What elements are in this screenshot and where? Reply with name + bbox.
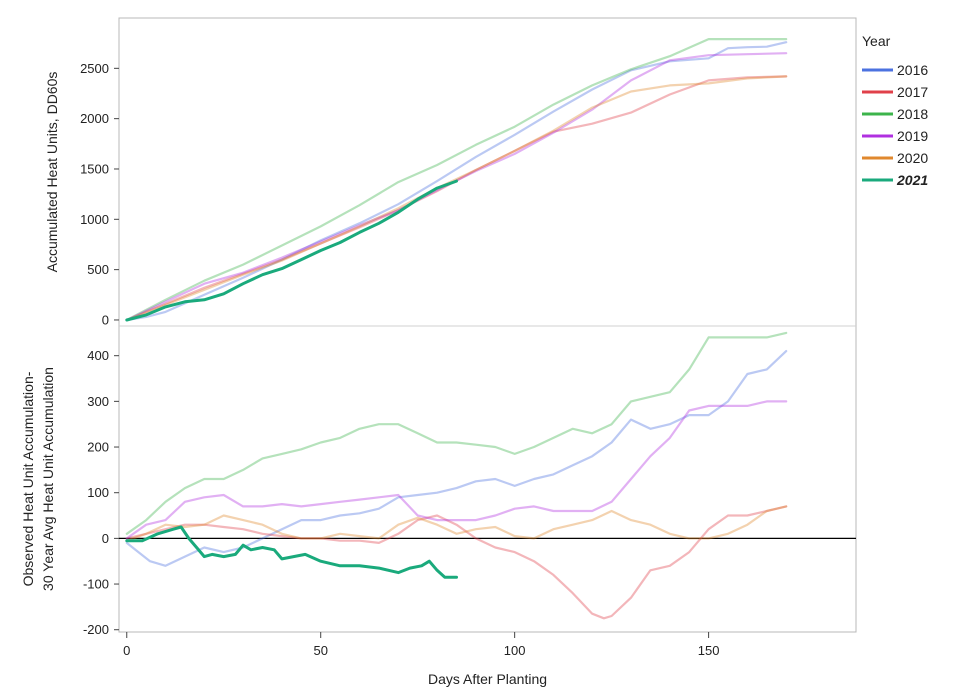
legend-label-2020[interactable]: 2020 (897, 150, 928, 166)
y-axis-title: 30 Year Avg Heat Unit Accumulation (40, 367, 56, 591)
series-line-2018 (125, 37, 788, 322)
y-tick-label: 0 (102, 312, 109, 327)
y-tick-label: 1000 (80, 212, 109, 227)
legend[interactable]: Year 2016 2017 2018 2019 2020 2021 (862, 33, 928, 188)
series-line-2016 (125, 41, 788, 322)
y-tick-label: -200 (83, 622, 109, 637)
series-line-2019 (125, 400, 788, 540)
legend-title: Year (862, 33, 891, 49)
x-axis-title: Days After Planting (428, 671, 547, 687)
y-tick-label: 200 (87, 440, 109, 455)
legend-label-2019[interactable]: 2019 (897, 128, 928, 144)
legend-label-2016[interactable]: 2016 (897, 62, 928, 78)
series-line-2017 (125, 75, 788, 322)
legend-label-2021[interactable]: 2021 (896, 172, 928, 188)
y-tick-label: 100 (87, 485, 109, 500)
series-line-2021 (125, 179, 458, 322)
x-axis: Days After Planting 0 50 100 150 (123, 632, 719, 687)
y-tick-label: 2500 (80, 61, 109, 76)
y-tick-label: 300 (87, 394, 109, 409)
x-tick-label: 50 (313, 643, 327, 658)
y-axis-title: Observed Heat Unit Accumulation- (20, 371, 36, 586)
accumulated-heat-units-panel: 0 500 1000 1500 2000 2500 Accumulated Heat Uni… (44, 37, 788, 327)
series-line-2016 (125, 350, 788, 567)
legend-label-2017[interactable]: 2017 (897, 84, 928, 100)
plot-frame (118, 17, 857, 633)
heat-unit-difference-panel: -200 -100 0 100 200 300 400 Observed Heat Unit … (20, 331, 856, 637)
y-axis-title: Accumulated Heat Units, DD60s (44, 72, 60, 273)
y-tick-label: 2000 (80, 111, 109, 126)
series-line-2020 (125, 505, 788, 542)
series-line-2021 (125, 525, 458, 579)
y-tick-label: 400 (87, 348, 109, 363)
y-tick-label: 500 (87, 262, 109, 277)
series-line-2020 (125, 75, 788, 322)
legend-label-2018[interactable]: 2018 (897, 106, 928, 122)
x-tick-label: 150 (698, 643, 720, 658)
y-tick-label: -100 (83, 577, 109, 592)
series-line-2017 (125, 505, 788, 620)
x-tick-label: 0 (123, 643, 130, 658)
y-tick-label: 1500 (80, 161, 109, 176)
series-line-2019 (125, 52, 788, 322)
plot-border (118, 17, 857, 633)
y-tick-label: 0 (102, 531, 109, 546)
series-line-2018 (125, 331, 788, 535)
x-tick-label: 100 (504, 643, 526, 658)
